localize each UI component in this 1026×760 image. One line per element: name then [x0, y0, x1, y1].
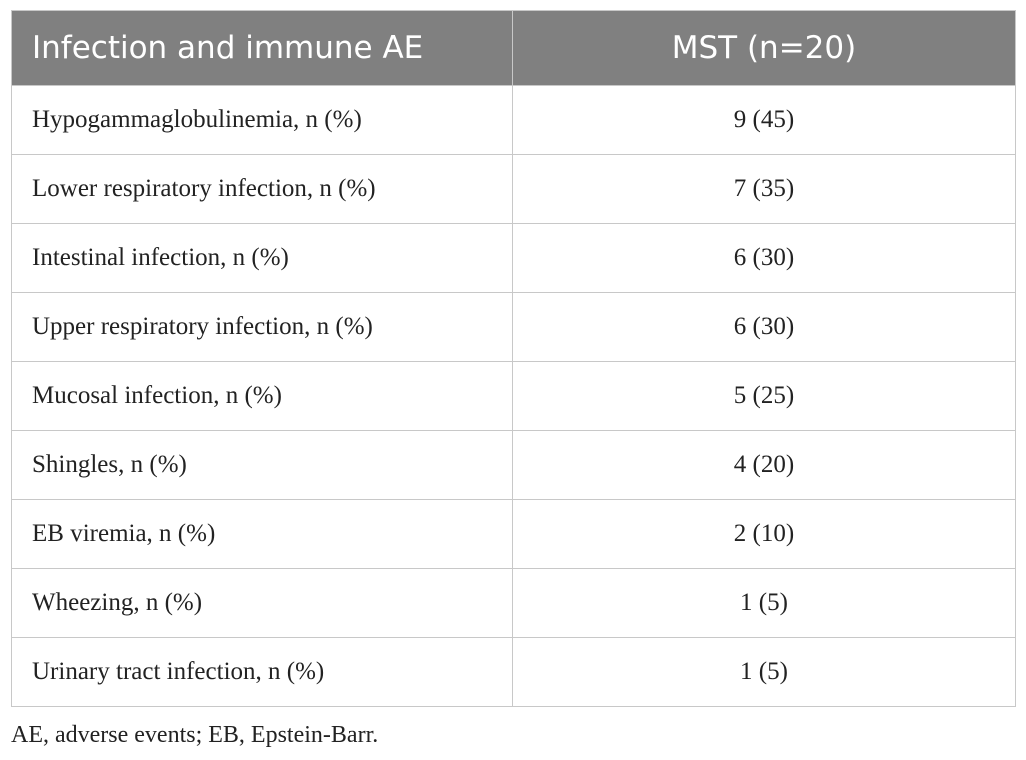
- row-label: Lower respiratory infection, n (%): [11, 154, 513, 224]
- table-row: Shingles, n (%) 4 (20): [11, 430, 1016, 500]
- row-label: Upper respiratory infection, n (%): [11, 292, 513, 362]
- table-row: Lower respiratory infection, n (%) 7 (35…: [11, 154, 1016, 224]
- table-header: Infection and immune AE MST (n=20): [11, 10, 1016, 86]
- column-header-mst: MST (n=20): [512, 10, 1016, 86]
- table-row: Upper respiratory infection, n (%) 6 (30…: [11, 292, 1016, 362]
- adverse-events-table: Infection and immune AE MST (n=20) Hypog…: [11, 10, 1016, 707]
- row-value: 2 (10): [512, 499, 1016, 569]
- table-row: Hypogammaglobulinemia, n (%) 9 (45): [11, 85, 1016, 155]
- table-footnote: AE, adverse events; EB, Epstein-Barr.: [11, 722, 379, 748]
- table-row: Mucosal infection, n (%) 5 (25): [11, 361, 1016, 431]
- row-value: 7 (35): [512, 154, 1016, 224]
- row-value: 6 (30): [512, 292, 1016, 362]
- row-label: Shingles, n (%): [11, 430, 513, 500]
- row-label: Hypogammaglobulinemia, n (%): [11, 85, 513, 155]
- row-value: 1 (5): [512, 568, 1016, 638]
- row-label: Urinary tract infection, n (%): [11, 637, 513, 707]
- column-header-event: Infection and immune AE: [11, 10, 513, 86]
- table-row: Urinary tract infection, n (%) 1 (5): [11, 637, 1016, 707]
- row-value: 9 (45): [512, 85, 1016, 155]
- adverse-events-table-container: Infection and immune AE MST (n=20) Hypog…: [11, 10, 1016, 707]
- table-body: Hypogammaglobulinemia, n (%) 9 (45) Lowe…: [11, 85, 1016, 707]
- row-label: EB viremia, n (%): [11, 499, 513, 569]
- row-value: 1 (5): [512, 637, 1016, 707]
- table-row: Wheezing, n (%) 1 (5): [11, 568, 1016, 638]
- row-value: 4 (20): [512, 430, 1016, 500]
- row-label: Wheezing, n (%): [11, 568, 513, 638]
- header-row: Infection and immune AE MST (n=20): [11, 10, 1016, 86]
- row-label: Intestinal infection, n (%): [11, 223, 513, 293]
- row-value: 6 (30): [512, 223, 1016, 293]
- row-value: 5 (25): [512, 361, 1016, 431]
- table-row: EB viremia, n (%) 2 (10): [11, 499, 1016, 569]
- row-label: Mucosal infection, n (%): [11, 361, 513, 431]
- table-row: Intestinal infection, n (%) 6 (30): [11, 223, 1016, 293]
